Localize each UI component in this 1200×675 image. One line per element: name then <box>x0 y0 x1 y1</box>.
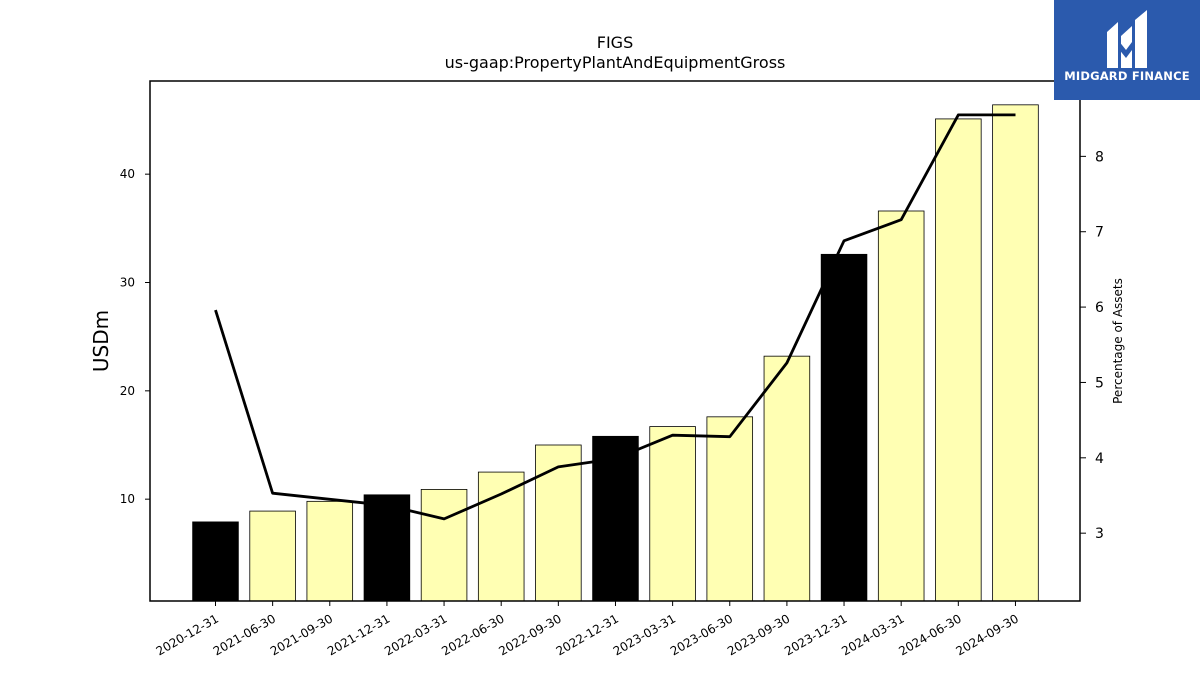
y-tick-label: 10 <box>120 492 135 506</box>
bars-group <box>192 104 1039 602</box>
y2-tick-label: 7 <box>1095 225 1104 241</box>
y2-tick-label: 5 <box>1095 375 1104 391</box>
y-tick-label: 40 <box>120 167 135 181</box>
chart-subtitle: us-gaap:PropertyPlantAndEquipmentGross <box>445 53 786 72</box>
x-tick-label: 2024-03-31 <box>839 611 906 658</box>
x-tick-label: 2022-06-30 <box>439 611 506 658</box>
bar-2024-06-30 <box>935 118 982 602</box>
x-tick-label: 2024-09-30 <box>954 611 1021 658</box>
y2-tick-label: 3 <box>1095 526 1104 542</box>
bar-2022-03-31 <box>420 489 468 602</box>
x-axis: 2020-12-312021-06-302021-09-302021-12-31… <box>154 601 1021 658</box>
x-tick-label: 2021-06-30 <box>211 611 278 658</box>
y-axis-label: USDm <box>89 310 113 372</box>
y2-tick-label: 8 <box>1095 149 1104 165</box>
bar-2022-12-31 <box>592 435 639 602</box>
x-tick-label: 2024-06-30 <box>896 611 963 658</box>
bar-2021-06-30 <box>249 510 296 602</box>
x-tick-label: 2022-12-31 <box>554 611 621 658</box>
y2-tick-label: 6 <box>1095 300 1104 316</box>
right-axis: 3 4 5 6 7 8 <box>1080 149 1104 542</box>
x-tick-label: 2021-09-30 <box>268 611 335 658</box>
x-tick-label: 2023-03-31 <box>611 611 678 658</box>
bar-2023-09-30 <box>763 355 811 602</box>
x-tick-label: 2023-09-30 <box>725 611 792 658</box>
x-tick-label: 2023-12-31 <box>782 611 849 658</box>
bar-2023-06-30 <box>706 416 754 602</box>
y-tick-label: 20 <box>120 384 135 398</box>
bar-2020-12-31 <box>192 521 239 602</box>
line-group <box>214 113 1016 521</box>
y2-axis-label: Percentage of Assets <box>1111 278 1125 404</box>
y2-tick-label: 4 <box>1095 451 1104 467</box>
x-tick-label: 2022-03-31 <box>382 611 449 658</box>
midgard-m-icon <box>1107 10 1147 68</box>
bar-2024-09-30 <box>992 104 1039 602</box>
chart-title: FIGS <box>597 33 633 52</box>
brand-name: MIDGARD FINANCE <box>1064 69 1190 83</box>
bar-2022-06-30 <box>477 471 525 602</box>
bar-2022-09-30 <box>535 444 582 602</box>
y-tick-label: 30 <box>120 276 135 290</box>
x-tick-label: 2022-09-30 <box>496 611 563 658</box>
left-axis: 10 20 30 40 <box>120 167 150 506</box>
bar-2023-03-31 <box>649 426 696 602</box>
x-tick-label: 2020-12-31 <box>154 611 221 658</box>
x-tick-label: 2023-06-30 <box>668 611 735 658</box>
line-series-percentage <box>214 113 1016 521</box>
bar-2021-12-31 <box>363 494 411 602</box>
bar-2023-12-31 <box>820 253 868 602</box>
bar-2024-03-31 <box>877 210 925 602</box>
brand-logo: MIDGARD FINANCE <box>1054 0 1200 100</box>
bar-2021-09-30 <box>306 500 354 602</box>
x-tick-label: 2021-12-31 <box>325 611 392 658</box>
